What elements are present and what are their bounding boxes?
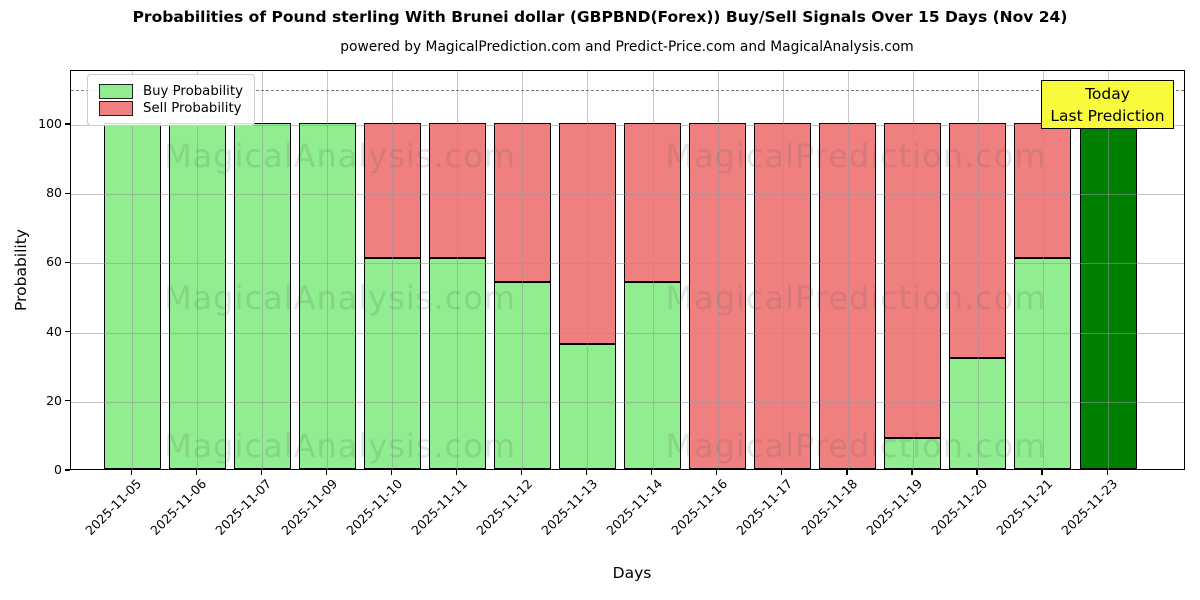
- x-tick-label: 2025-11-16: [668, 476, 731, 538]
- gridline-vertical: [1042, 71, 1044, 469]
- x-tick-label: 2025-11-06: [147, 476, 210, 538]
- legend-item-buy: Buy Probability: [99, 84, 243, 99]
- gridline-vertical: [847, 71, 849, 469]
- gridline-vertical: [912, 71, 914, 469]
- y-tick-mark: [65, 469, 70, 471]
- x-tick-label: 2025-11-14: [603, 476, 666, 538]
- gridline-vertical: [977, 71, 979, 469]
- x-tick-mark: [781, 470, 783, 475]
- y-tick-mark: [65, 192, 70, 194]
- gridline-vertical: [327, 71, 329, 469]
- gridline-vertical: [587, 71, 589, 469]
- x-tick-label: 2025-11-19: [863, 476, 926, 538]
- x-tick-label: 2025-11-21: [993, 476, 1056, 538]
- gridline-vertical: [132, 71, 133, 469]
- watermark-text: MagicalPrediction.com: [665, 427, 1047, 465]
- legend-label-buy: Buy Probability: [143, 84, 243, 99]
- x-tick-label: 2025-11-17: [733, 476, 796, 538]
- watermark-text: MagicalAnalysis.com: [164, 137, 516, 175]
- gridline-vertical: [782, 71, 784, 469]
- chart-title: Probabilities of Pound sterling With Bru…: [132, 8, 1068, 26]
- x-tick-label: 2025-11-07: [212, 476, 275, 538]
- x-tick-label: 2025-11-13: [538, 476, 601, 538]
- today-annotation-line1: Today: [1085, 85, 1130, 103]
- legend-label-sell: Sell Probability: [143, 101, 242, 116]
- x-tick-mark: [651, 470, 653, 475]
- legend-item-sell: Sell Probability: [99, 101, 243, 116]
- y-tick-label: 20: [46, 392, 62, 408]
- x-tick-mark: [260, 470, 262, 475]
- gridline-vertical: [652, 71, 654, 469]
- x-tick-label: 2025-11-09: [277, 476, 340, 538]
- gridline-vertical: [392, 71, 394, 469]
- x-tick-mark: [976, 470, 978, 475]
- today-annotation: Today Last Prediction: [1041, 80, 1174, 129]
- plot-area: Buy Probability Sell Probability Today L…: [70, 70, 1185, 470]
- x-tick-mark: [195, 470, 197, 475]
- y-tick-mark: [65, 261, 70, 264]
- gridline-vertical: [262, 71, 264, 469]
- watermark-text: MagicalAnalysis.com: [164, 427, 516, 465]
- x-tick-mark: [1041, 470, 1043, 475]
- gridline-vertical: [522, 71, 524, 469]
- gridline-horizontal: [71, 263, 1184, 265]
- gridline-horizontal: [71, 124, 1184, 126]
- x-tick-label: 2025-11-11: [407, 476, 470, 538]
- x-tick-mark: [520, 470, 523, 475]
- y-tick-mark: [65, 123, 70, 125]
- watermark-text: MagicalPrediction.com: [665, 137, 1047, 175]
- x-tick-mark: [585, 470, 588, 475]
- x-tick-mark: [846, 470, 848, 475]
- x-tick-mark: [390, 470, 393, 475]
- x-tick-mark: [455, 470, 458, 475]
- gridline-vertical: [717, 71, 719, 469]
- x-tick-mark: [325, 470, 327, 475]
- y-tick-mark: [65, 400, 70, 402]
- x-tick-mark: [1106, 470, 1108, 475]
- gridline-horizontal: [71, 194, 1184, 196]
- x-tick-label: 2025-11-10: [342, 476, 405, 538]
- y-tick-label: 0: [54, 462, 62, 477]
- x-tick-mark: [911, 470, 913, 475]
- watermark-text: MagicalPrediction.com: [665, 279, 1047, 317]
- chart-subtitle: powered by MagicalPrediction.com and Pre…: [340, 39, 914, 55]
- today-annotation-line2: Last Prediction: [1050, 107, 1165, 125]
- x-tick-label: 2025-11-18: [798, 476, 861, 538]
- gridline-horizontal: [71, 401, 1184, 403]
- legend: Buy Probability Sell Probability: [87, 74, 255, 126]
- gridline-vertical: [197, 71, 199, 469]
- watermark-text: MagicalAnalysis.com: [164, 279, 516, 317]
- x-tick-label: 2025-11-05: [82, 476, 145, 538]
- x-tick-label: 2025-11-20: [928, 476, 991, 538]
- x-tick-mark: [130, 470, 132, 475]
- x-tick-mark: [716, 470, 718, 475]
- x-tick-label: 2025-11-12: [473, 476, 536, 538]
- buy-probability-swatch: [99, 84, 133, 99]
- gridline-vertical: [1108, 71, 1110, 469]
- x-tick-label: 2025-11-23: [1058, 476, 1121, 538]
- sell-probability-swatch: [99, 101, 133, 116]
- dashed-threshold-line: [71, 90, 1184, 92]
- y-tick-mark: [65, 330, 70, 333]
- y-tick-label: 60: [46, 254, 62, 270]
- gridline-horizontal: [71, 332, 1184, 334]
- y-tick-label: 100: [38, 115, 62, 131]
- y-tick-label: 40: [46, 323, 62, 339]
- x-axis-label: Days: [612, 564, 652, 582]
- gridline-vertical: [457, 71, 459, 469]
- y-tick-label: 80: [46, 185, 62, 201]
